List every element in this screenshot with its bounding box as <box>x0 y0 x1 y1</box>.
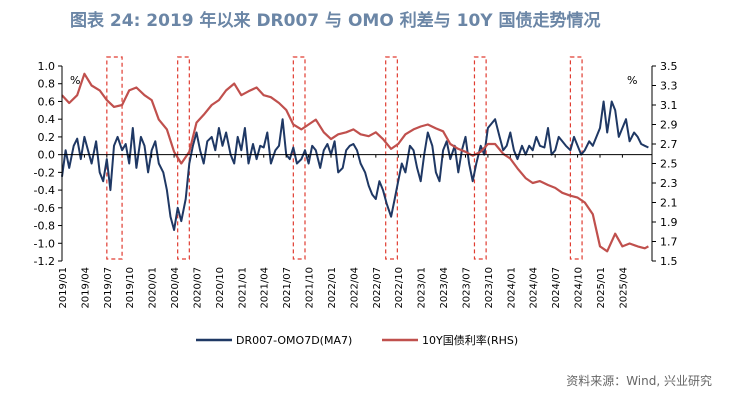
legend-label: 10Y国债利率(RHS) <box>422 333 518 347</box>
x-tick-label: 2022/01 <box>327 267 338 309</box>
x-tick-label: 2020/10 <box>215 267 226 309</box>
x-tick-label: 2023/01 <box>417 267 428 309</box>
x-tick-label: 2024/10 <box>574 267 585 309</box>
series-line-10y-yield <box>61 72 649 253</box>
x-tick-label: 2023/10 <box>484 267 495 309</box>
x-tick-label: 2022/10 <box>394 267 405 309</box>
left-tick-label: 1.0 <box>38 60 56 73</box>
x-tick-label: 2020/04 <box>170 267 181 309</box>
right-tick-label: 1.5 <box>660 255 678 268</box>
x-tick-label: 2024/01 <box>506 267 517 309</box>
x-tick-label: 2021/04 <box>260 267 271 309</box>
left-tick-label: -0.6 <box>34 202 55 215</box>
highlight-box <box>292 56 306 260</box>
left-tick-label: -0.8 <box>34 220 55 233</box>
legend: DR007-OMO7D(MA7) 10Y国债利率(RHS) <box>196 333 518 347</box>
right-tick-label: 1.9 <box>660 216 678 229</box>
left-tick-label: 0.2 <box>38 131 56 144</box>
highlight-box <box>177 56 190 260</box>
right-tick-label: 3.1 <box>660 99 678 112</box>
left-tick-label: -0.2 <box>34 166 55 179</box>
right-tick-label: 2.1 <box>660 197 678 210</box>
left-tick-label: 0.4 <box>38 113 56 126</box>
x-tick-label: 2025/01 <box>596 267 607 309</box>
series-line-dr007-omo-spread <box>61 100 649 231</box>
right-tick-label: 3.3 <box>660 80 678 93</box>
right-tick-label: 2.7 <box>660 138 678 151</box>
series-spread <box>61 100 649 231</box>
x-tick-label: 2023/04 <box>439 267 450 309</box>
x-tick-label: 2019/07 <box>103 267 114 309</box>
axes: 1.0 0.8 0.6 0.4 0.2 0.0 -0.2 -0.4 -0.6 -0.8 -1.0 -1… <box>34 60 678 309</box>
left-unit-label: % <box>70 74 80 87</box>
highlight-box <box>569 56 583 260</box>
right-tick-label: 1.7 <box>660 236 678 249</box>
x-tick-label: 2024/04 <box>529 267 540 309</box>
x-tick-label: 2019/04 <box>80 267 91 309</box>
legend-label: DR007-OMO7D(MA7) <box>236 334 352 347</box>
highlight-box <box>473 56 487 260</box>
x-tick-label: 2024/07 <box>551 267 562 309</box>
x-tick-label: 2020/07 <box>192 267 203 309</box>
left-tick-label: 0.6 <box>38 95 56 108</box>
series-yield <box>61 72 649 253</box>
right-unit-label: % <box>627 74 637 87</box>
left-tick-label: 0.0 <box>38 149 56 162</box>
left-tick-label: -0.4 <box>34 184 55 197</box>
x-tick-label: 2021/01 <box>237 267 248 309</box>
chart-title: 图表 24: 2019 年以来 DR007 与 OMO 利差与 10Y 国债走势… <box>70 11 601 31</box>
x-tick-label: 2019/01 <box>58 267 69 309</box>
left-tick-label: 0.8 <box>38 78 56 91</box>
x-tick-label: 2020/01 <box>148 267 159 309</box>
x-tick-label: 2021/07 <box>282 267 293 309</box>
x-tick-label: 2022/07 <box>372 267 383 309</box>
right-tick-label: 3.5 <box>660 60 678 73</box>
left-tick-label: -1.0 <box>34 237 55 250</box>
x-tick-label: 2021/10 <box>305 267 316 309</box>
highlight-box <box>385 56 398 260</box>
highlight-periods <box>106 56 583 260</box>
x-tick-label: 2023/07 <box>461 267 472 309</box>
left-tick-label: -1.2 <box>34 255 55 268</box>
highlight-box <box>106 56 123 260</box>
right-tick-label: 2.9 <box>660 119 678 132</box>
x-tick-label: 2019/10 <box>125 267 136 309</box>
x-tick-label: 2025/04 <box>618 267 629 309</box>
x-tick-label: 2022/04 <box>349 267 360 309</box>
right-tick-label: 2.3 <box>660 177 678 190</box>
right-tick-label: 2.5 <box>660 158 678 171</box>
source-note: 资料来源：Wind, 兴业研究 <box>566 374 712 388</box>
